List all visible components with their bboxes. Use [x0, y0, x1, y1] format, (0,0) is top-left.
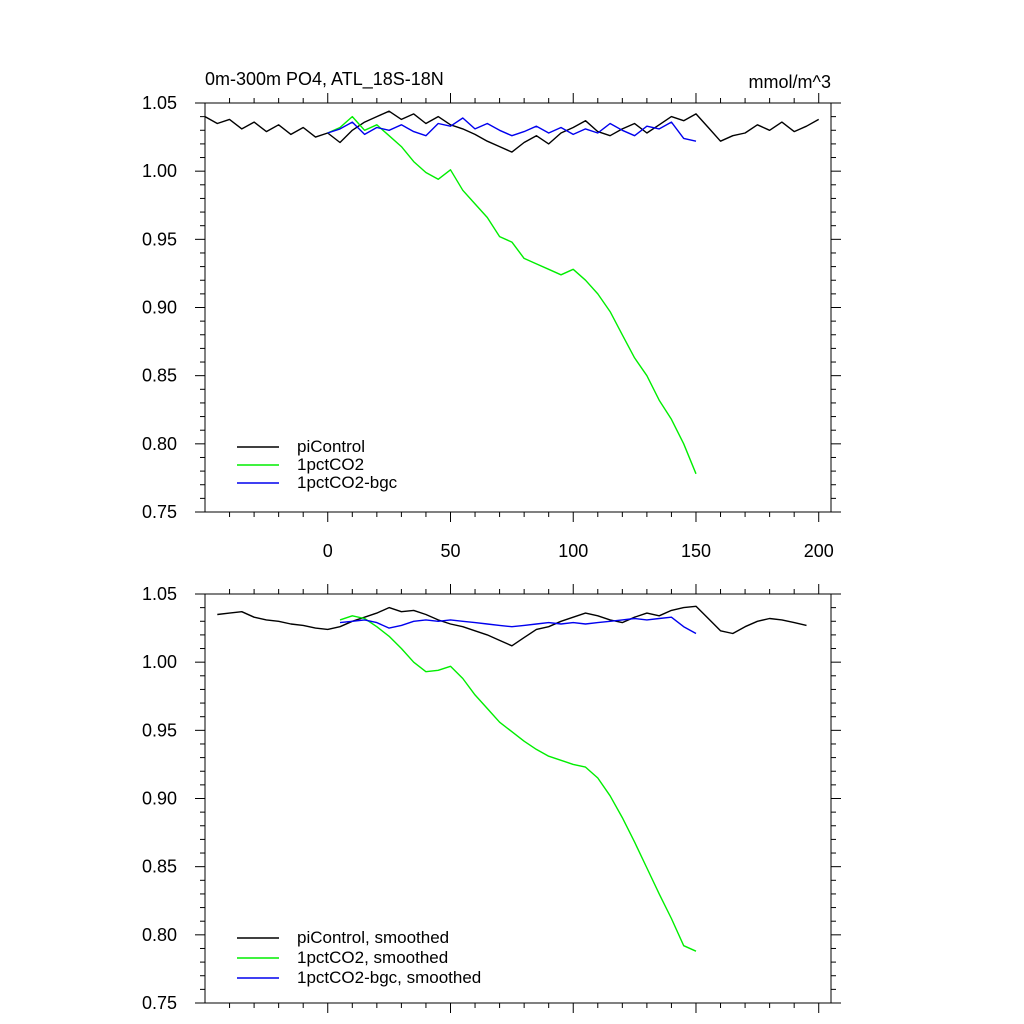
y-tick-label: 1.05: [142, 93, 177, 113]
series-line-1pctco2-bgc: [327, 117, 697, 142]
y-tick-label: 1.00: [142, 161, 177, 181]
panel-top: 0 50 100 150 200 0.75 0.80 0.85 0.90 0.95 1.00 1.05…: [142, 69, 841, 561]
units-label: mmol/m^3: [749, 72, 831, 92]
panel-bottom: 0.75 0.80 0.85 0.90 0.95 1.00 1.05 piControl, s…: [142, 584, 841, 1013]
series-line-1pctco2-smoothed: [339, 615, 697, 952]
y-tick-label: 0.95: [142, 720, 177, 740]
series-line-picontrol: [204, 110, 820, 153]
y-tick-label: 0.85: [142, 366, 177, 386]
x-tick-label: 50: [440, 541, 460, 561]
legend-label: 1pctCO2-bgc, smoothed: [297, 968, 481, 987]
y-tick-label: 0.85: [142, 857, 177, 877]
x-tick-label: 100: [558, 541, 588, 561]
series-line-1pctco2-bgc-smoothed: [339, 616, 697, 635]
legend-label: 1pctCO2-bgc: [297, 473, 398, 492]
chart-title: 0m-300m PO4, ATL_18S-18N: [205, 69, 444, 90]
legend-label: 1pctCO2, smoothed: [297, 948, 448, 967]
y-tick-label: 1.05: [142, 584, 177, 604]
x-tick-label: 200: [804, 541, 834, 561]
y-tick-label: 0.80: [142, 925, 177, 945]
y-tick-label: 0.80: [142, 434, 177, 454]
x-tick-label: 0: [323, 541, 333, 561]
y-tick-label: 0.75: [142, 993, 177, 1013]
y-tick-label: 1.00: [142, 652, 177, 672]
y-tick-label: 0.75: [142, 502, 177, 522]
y-tick-label: 0.90: [142, 789, 177, 809]
legend-label: 1pctCO2: [297, 455, 364, 474]
legend-label: piControl: [297, 437, 365, 456]
series-line-picontrol-smoothed: [217, 605, 807, 647]
series-line-1pctco2: [327, 115, 697, 475]
legend-label: piControl, smoothed: [297, 928, 449, 947]
y-tick-label: 0.95: [142, 229, 177, 249]
y-tick-label: 0.90: [142, 298, 177, 318]
x-tick-label: 150: [681, 541, 711, 561]
